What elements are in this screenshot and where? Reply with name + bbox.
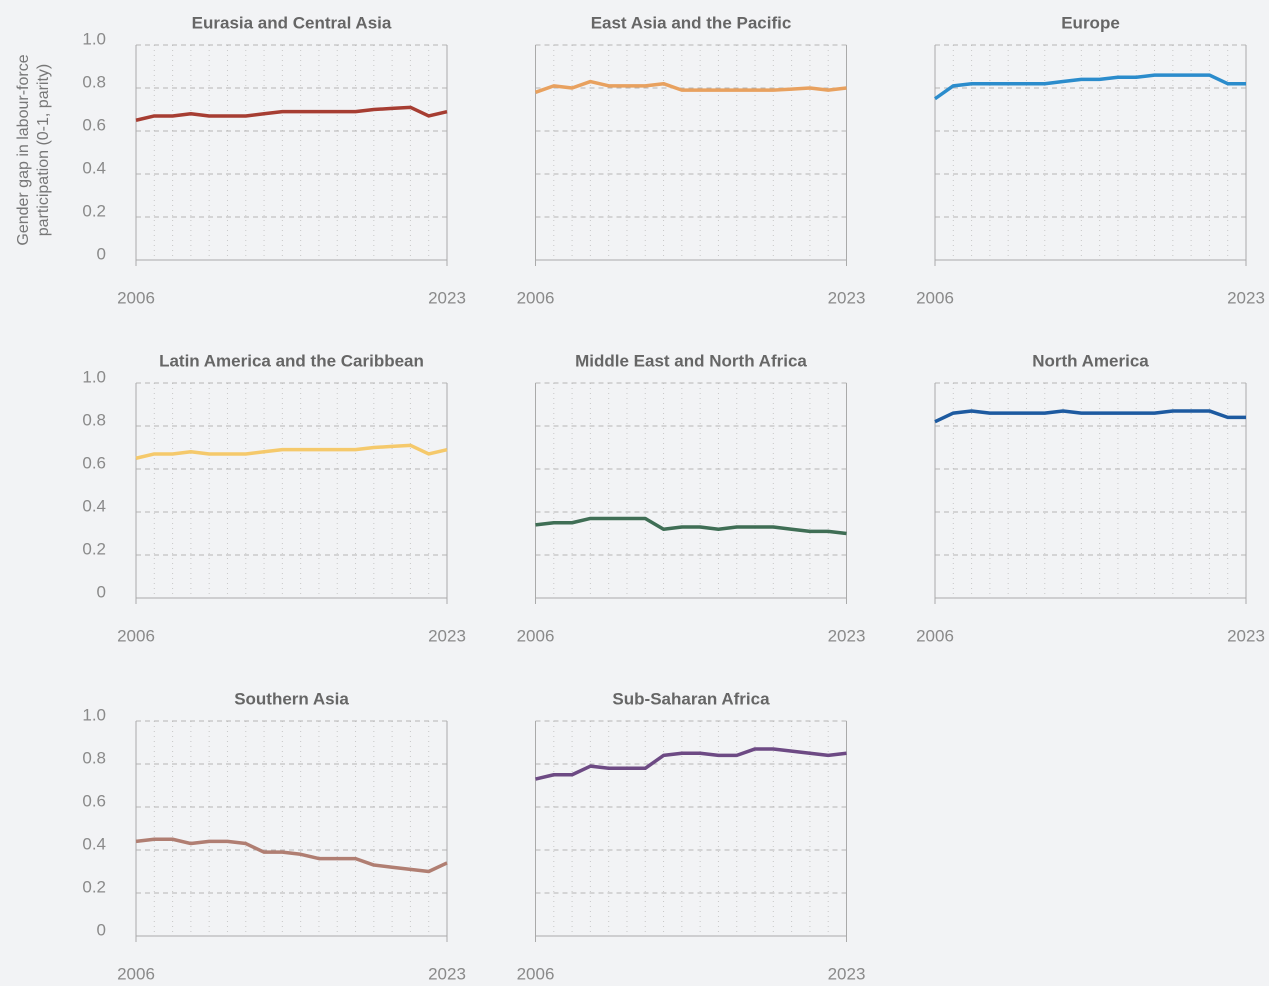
chart-title: Latin America and the Caribbean bbox=[159, 351, 424, 370]
y-tick-label: 0.4 bbox=[82, 158, 106, 177]
y-tick-label: 1.0 bbox=[82, 29, 106, 48]
chart-title: Europe bbox=[1061, 13, 1120, 32]
y-tick-label: 0 bbox=[97, 244, 106, 263]
x-tick-label: 2023 bbox=[1227, 288, 1265, 307]
y-tick-label: 0.8 bbox=[82, 748, 106, 767]
chart-title: Eurasia and Central Asia bbox=[192, 13, 392, 32]
chart-title: North America bbox=[1032, 351, 1149, 370]
x-tick-label: 2006 bbox=[916, 626, 954, 645]
y-tick-label: 0.6 bbox=[82, 453, 106, 472]
y-tick-label: 1.0 bbox=[82, 705, 106, 724]
data-line bbox=[135, 837, 448, 874]
plot-frame bbox=[135, 45, 448, 261]
x-tick-label: 2006 bbox=[517, 626, 555, 645]
plot-frame bbox=[135, 383, 448, 599]
y-axis-label: Gender gap in labour-force participation… bbox=[15, 54, 52, 246]
x-tick-label: 2006 bbox=[916, 288, 954, 307]
data-line bbox=[135, 105, 448, 122]
y-tick-label: 0.2 bbox=[82, 539, 106, 558]
chart-title: Southern Asia bbox=[234, 689, 349, 708]
y-tick-label: 0.8 bbox=[82, 72, 106, 91]
y-tick-label: 1.0 bbox=[82, 367, 106, 386]
y-tick-label: 0.8 bbox=[82, 410, 106, 429]
x-tick-label: 2023 bbox=[428, 288, 466, 307]
x-tick-label: 2006 bbox=[117, 288, 155, 307]
plot-frame bbox=[535, 45, 847, 261]
x-tick-label: 2023 bbox=[828, 964, 866, 983]
data-line bbox=[534, 79, 847, 94]
x-tick-label: 2006 bbox=[517, 288, 555, 307]
y-tick-label: 0.2 bbox=[82, 201, 106, 220]
chart-title: Sub-Saharan Africa bbox=[612, 689, 770, 708]
x-tick-label: 2023 bbox=[428, 626, 466, 645]
data-line bbox=[535, 747, 847, 781]
plot-frame bbox=[135, 721, 448, 937]
y-tick-label: 0.4 bbox=[82, 496, 106, 515]
x-tick-label: 2006 bbox=[117, 626, 155, 645]
x-tick-label: 2006 bbox=[117, 964, 155, 983]
plot-frame bbox=[934, 45, 1247, 261]
y-tick-label: 0.6 bbox=[82, 791, 106, 810]
y-tick-label: 0 bbox=[97, 582, 106, 601]
data-line bbox=[135, 443, 448, 460]
x-tick-label: 2023 bbox=[828, 626, 866, 645]
y-tick-label: 0 bbox=[97, 920, 106, 939]
data-line bbox=[933, 73, 1246, 101]
plot-frame bbox=[934, 383, 1247, 599]
x-tick-label: 2023 bbox=[1227, 626, 1265, 645]
x-tick-label: 2023 bbox=[428, 964, 466, 983]
x-tick-label: 2023 bbox=[828, 288, 866, 307]
data-line bbox=[934, 409, 1246, 424]
plot-frame bbox=[535, 383, 847, 599]
y-tick-label: 0.2 bbox=[82, 877, 106, 896]
y-tick-label: 0.4 bbox=[82, 834, 106, 853]
plot-frame bbox=[535, 721, 847, 937]
x-tick-label: 2006 bbox=[517, 964, 555, 983]
chart-title: Middle East and North Africa bbox=[575, 351, 807, 370]
y-tick-label: 0.6 bbox=[82, 115, 106, 134]
data-line bbox=[535, 516, 847, 536]
chart-title: East Asia and the Pacific bbox=[591, 13, 792, 32]
